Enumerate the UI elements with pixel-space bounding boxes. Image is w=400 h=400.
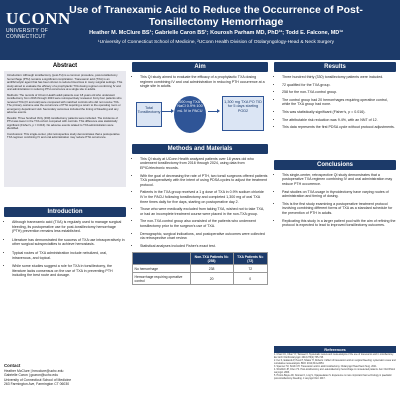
table-header-cell: Non-TXA Patients N= (258) (189, 252, 234, 266)
list-item: While some studies suggest a role for TX… (12, 264, 126, 278)
references-heading: References (274, 346, 396, 353)
list-item: The attributable risk reduction was 9.4%… (282, 118, 396, 123)
table-row: Hemorrhage requiring operative control 2… (132, 272, 268, 286)
list-item: With the goal of decreasing the rate of … (140, 174, 268, 188)
methods-heading: Methods and Materials (132, 143, 268, 154)
list-item: Those who were medically excluded from t… (140, 207, 268, 216)
methods-section: Methods and Materials This QI study at U… (132, 143, 268, 249)
list-item: Typical routes of TXA administration inc… (12, 251, 126, 260)
list-item: This is the first study examining a post… (282, 202, 396, 216)
list-item: This QI study aimed to evaluate the effi… (140, 75, 268, 89)
logo-subtext: UNIVERSITY OF CONNECTICUT (6, 28, 49, 40)
aim-heading: Aim (132, 62, 268, 72)
table-cell: 20 (189, 272, 234, 286)
table-cell: No hemorrhage (132, 264, 191, 274)
abstract-paragraph: Methods: The records of UConn Health adu… (7, 92, 122, 114)
list-item: This QI study at UConn Health analyzed p… (140, 157, 268, 171)
left-column: Abstract Introduction: Although tonsille… (4, 62, 126, 282)
poster-affiliations: ¹University of Connecticut School of Med… (98, 40, 334, 45)
logo-text: UCONN (6, 9, 71, 28)
list-item: This single-center, retrospective QI stu… (282, 173, 396, 187)
contact-line: University of Connecticut School of Medi… (4, 377, 72, 382)
introduction-heading: Introduction (4, 207, 126, 217)
abstract-paragraph: Introduction: Although tonsillectomy (po… (7, 73, 123, 91)
list-item: The control group had 20 hemorrhages req… (282, 98, 396, 107)
flow-arrow-icon (162, 108, 174, 113)
reference-item: 3. Spencer HJ, Smith CH. Tranexamic acid… (274, 366, 377, 368)
table-header-cell (132, 252, 191, 266)
reference-item: 1. Chan CC, Chan YY, Tanweer F. Systemat… (274, 354, 394, 359)
table-header-cell: TXA Patients N= (72) (232, 252, 268, 266)
table-row: No hemorrhage 238 72 (132, 264, 268, 274)
results-list: Three hundred thirty (330) tonsillectomy… (274, 75, 396, 130)
list-item: 258 for the non-TXA control group. (282, 90, 396, 95)
conclusions-heading: Conclusions (274, 159, 396, 170)
reference-item: 5. Hinton-Bayre AD, Noonan K, Ling S, Vi… (274, 375, 392, 380)
abstract-paragraph: Conclusions: This single-center, pilot r… (7, 131, 120, 139)
contact-heading: Contact (4, 363, 21, 368)
conclusions-section: Conclusions This single-center, retrospe… (274, 159, 396, 228)
list-item: Past studies on TXA usage in thyroidecto… (282, 190, 396, 199)
list-item: Three hundred thirty (330) tonsillectomy… (282, 75, 396, 80)
results-heading: Results (274, 62, 396, 72)
abstract-heading: Abstract (4, 62, 126, 71)
flow-box-iv-txa: 1,000 mg TXA in NaCl 0.9% 100 mL IV in P… (174, 95, 206, 133)
table-cell: 72 (232, 264, 268, 274)
right-column: Results Three hundred thirty (330) tonsi… (274, 62, 396, 231)
results-table: Non-TXA Patients N= (258) TXA Patients N… (132, 252, 268, 286)
center-column: Aim This QI study aimed to evaluate the … (132, 62, 268, 286)
list-item: Patients in the TXA group received a 1 g… (140, 190, 268, 204)
treatment-flow-diagram: Total Tonsillectomy 1,000 mg TXA in NaCl… (132, 92, 268, 138)
contact-line: Heather McClure | hmcclure@uchc.edu (4, 369, 64, 374)
contact-section: Contact Heather McClure | hmcclure@uchc.… (4, 363, 126, 386)
list-item: Demographic, surgical indications, and p… (140, 232, 268, 241)
list-item: Replicating this study in a larger patie… (282, 219, 396, 228)
reference-item: 2. Ker K, Edwards P, Perel P, Shakur H, … (274, 360, 396, 365)
list-item: Literature has demonstrated the success … (12, 238, 126, 247)
flow-box-oral-txa: 1,300 mg TXA PO TID for 5 days starting … (222, 95, 264, 131)
flow-box-tonsillectomy: Total Tonsillectomy (136, 101, 162, 127)
list-item: The non-TXA control group also consisted… (140, 219, 268, 228)
contact-line: 263 Farmington Ave, Farmington CT 06030 (4, 381, 70, 386)
methods-list: This QI study at UConn Health analyzed p… (132, 157, 268, 249)
introduction-list: Although tranexamic acid (TXA) is regula… (4, 220, 126, 278)
table-header-row: Non-TXA Patients N= (258) TXA Patients N… (132, 252, 268, 266)
list-item: Statistical analyses included Fisher's e… (140, 244, 268, 249)
table-cell: 238 (189, 264, 234, 274)
list-item: 72 qualified for the TXA group. (282, 83, 396, 88)
uconn-logo: UCONN UNIVERSITY OF CONNECTICUT (6, 9, 71, 42)
abstract-paragraph: Results: Three hundred thirty (330) tons… (7, 115, 118, 130)
introduction-section: Introduction Although tranexamic acid (T… (4, 207, 126, 278)
list-item: This data represents the first PDSA cycl… (282, 125, 396, 130)
list-item: This was statistically significant (Fish… (282, 110, 396, 115)
aim-list: This QI study aimed to evaluate the effi… (132, 75, 268, 89)
table-cell: 0 (232, 272, 268, 286)
poster-title: Use of Tranexamic Acid to Reduce the Occ… (69, 4, 363, 28)
conclusions-list: This single-center, retrospective QI stu… (274, 173, 396, 228)
contact-line: Gabrielle Caron | gcaron@uchc.edu (4, 373, 59, 378)
list-item: Although tranexamic acid (TXA) is regula… (12, 220, 126, 234)
table-cell: Hemorrhage requiring operative control (132, 272, 191, 286)
poster-header: UCONN UNIVERSITY OF CONNECTICUT Use of T… (0, 0, 400, 60)
abstract-box: Introduction: Although tonsillectomy (po… (4, 71, 126, 187)
poster-authors: Heather M. McClure BS¹; Gabrielle Caron … (89, 30, 343, 36)
references-section: References 1. Chan CC, Chan YY, Tanweer … (274, 346, 396, 381)
flow-arrow-icon (208, 108, 220, 113)
reference-item: 4. Windfuhr JP, Chen YS. Post-tonsillect… (274, 369, 395, 374)
